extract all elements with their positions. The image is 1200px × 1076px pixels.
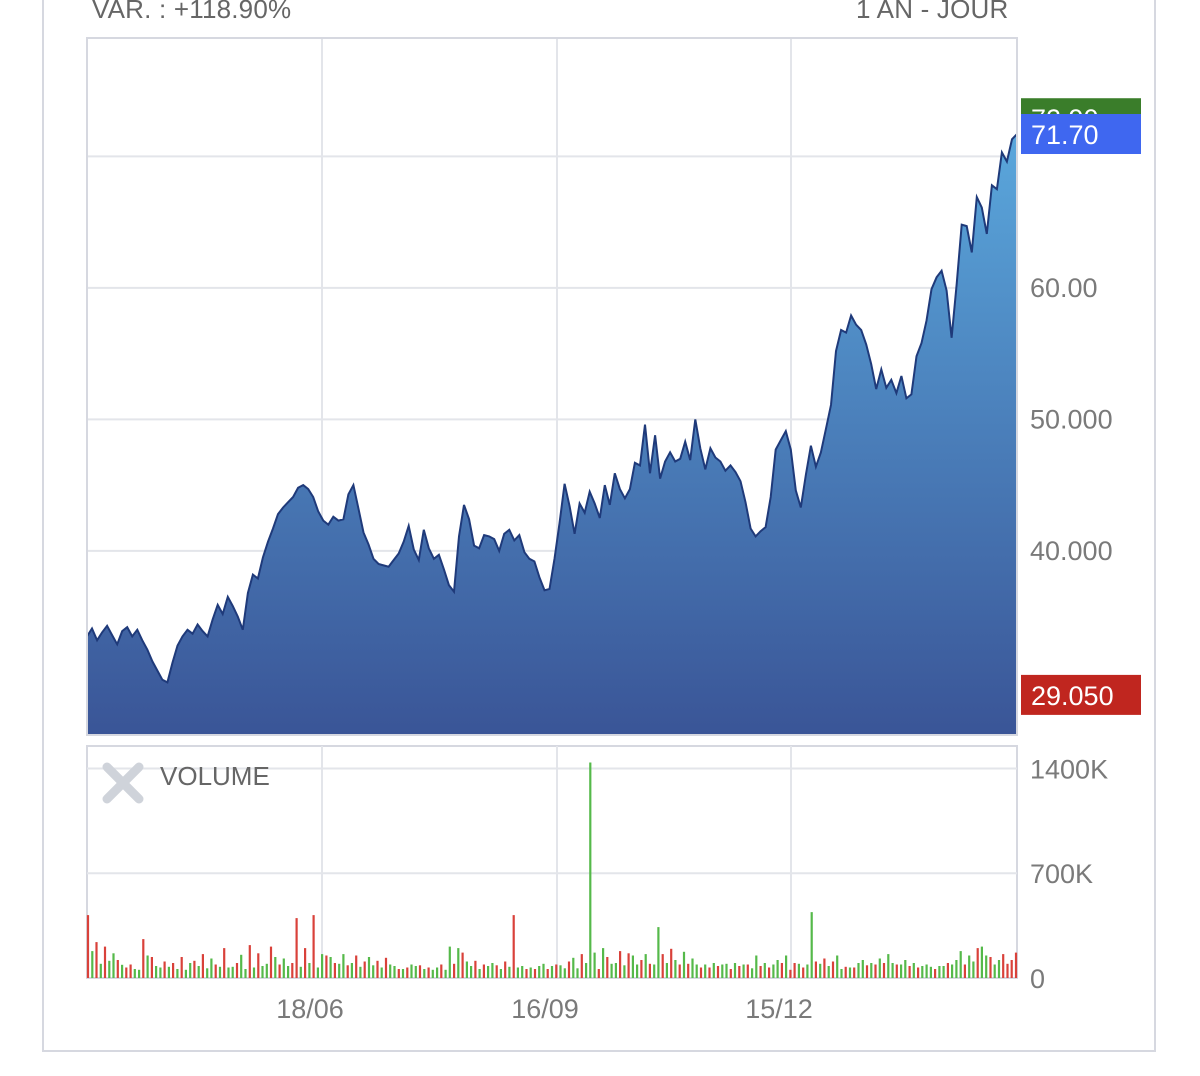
volume-y-tick-label: 0 (1030, 964, 1045, 994)
badge-low: 29.050 (1021, 674, 1141, 715)
volume-y-tick-label: 1400K (1030, 754, 1108, 784)
x-tick-label: 16/09 (511, 994, 579, 1024)
price-line (86, 133, 1018, 684)
close-icon[interactable] (102, 762, 144, 804)
price-y-axis: 60.00 50.000 40.000 (1030, 273, 1113, 566)
price-y-tick-label: 40.000 (1030, 536, 1113, 566)
svg-text:29.050: 29.050 (1031, 681, 1114, 711)
svg-text:71.70: 71.70 (1031, 120, 1099, 150)
volume-y-axis: 1400K 700K 0 (1030, 754, 1108, 994)
x-tick-label: 18/06 (276, 994, 344, 1024)
chart-panel (42, 0, 1156, 1052)
variation-label: VAR. : +118.90% (92, 0, 292, 24)
volume-bars (86, 762, 1018, 978)
price-y-tick-label: 60.00 (1030, 273, 1098, 303)
x-tick-label: 15/12 (745, 994, 813, 1024)
price-area (87, 134, 1017, 735)
volume-grid (87, 746, 1017, 978)
badge-last: 71.70 (1021, 114, 1141, 155)
volume-y-tick-label: 700K (1030, 859, 1093, 889)
x-axis: 18/06 16/09 15/12 (276, 994, 813, 1024)
price-y-tick-label: 50.000 (1030, 404, 1113, 434)
period-selector[interactable]: 1 AN - JOUR (856, 0, 1009, 24)
volume-title: VOLUME (160, 761, 270, 791)
volume-close-button[interactable] (102, 762, 144, 804)
price-plot-border (86, 37, 1018, 736)
